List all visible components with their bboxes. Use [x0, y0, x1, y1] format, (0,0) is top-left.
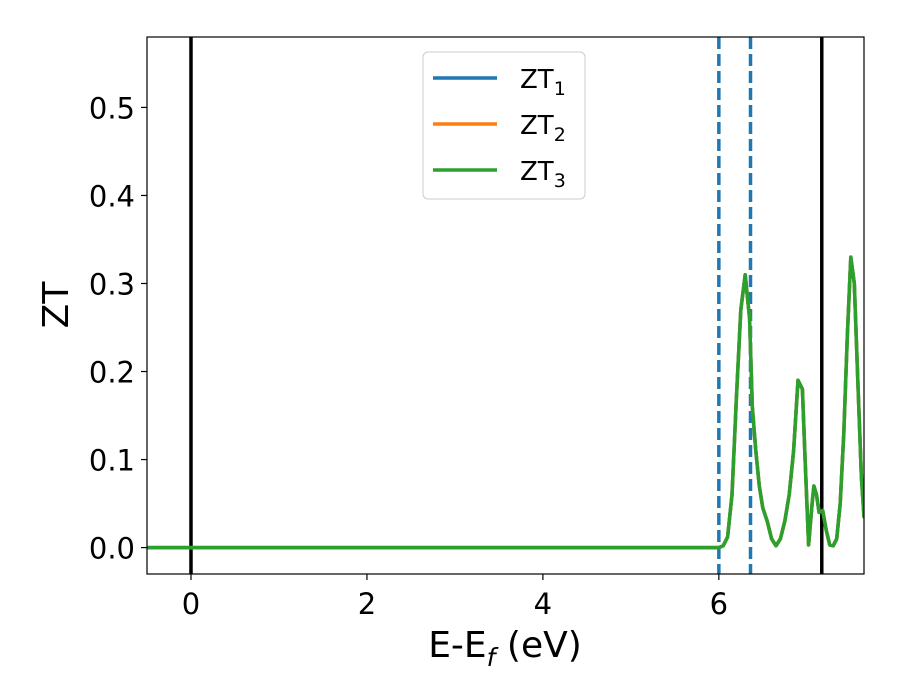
x-tick-label: 6 — [710, 587, 728, 621]
legend-box — [422, 51, 586, 200]
y-tick-label: 0.0 — [89, 532, 135, 566]
y-tick-label: 0.5 — [89, 91, 135, 125]
x-tick-label: 0 — [182, 587, 200, 621]
y-tick-label: 0.2 — [89, 356, 135, 390]
legend-label-zt3: ZT3 — [520, 157, 566, 192]
x-axis-title-unit: (eV) — [495, 625, 581, 666]
x-axis-ticks: 0 2 4 6 — [182, 574, 728, 621]
y-tick-label: 0.4 — [89, 179, 135, 213]
y-axis-title: ZT — [36, 281, 77, 329]
vertical-reference-lines — [189, 37, 824, 574]
x-axis-title: E-Ef (eV) — [428, 625, 582, 672]
plot-frame — [146, 36, 865, 575]
y-axis-ticks: 0.0 0.1 0.2 0.3 0.4 0.5 — [89, 91, 147, 566]
x-axis-title-main: E-E — [428, 625, 486, 666]
series-layer — [147, 255, 864, 550]
y-tick-label: 0.3 — [89, 267, 135, 301]
x-tick-label: 4 — [534, 587, 552, 621]
x-tick-label: 2 — [358, 587, 376, 621]
y-tick-label: 0.1 — [89, 444, 135, 478]
series-line-zt3 — [147, 255, 864, 550]
legend-label-zt1: ZT1 — [520, 65, 566, 100]
legend: ZT1 ZT2 ZT3 — [422, 51, 586, 200]
legend-label-zt2: ZT2 — [520, 111, 566, 146]
